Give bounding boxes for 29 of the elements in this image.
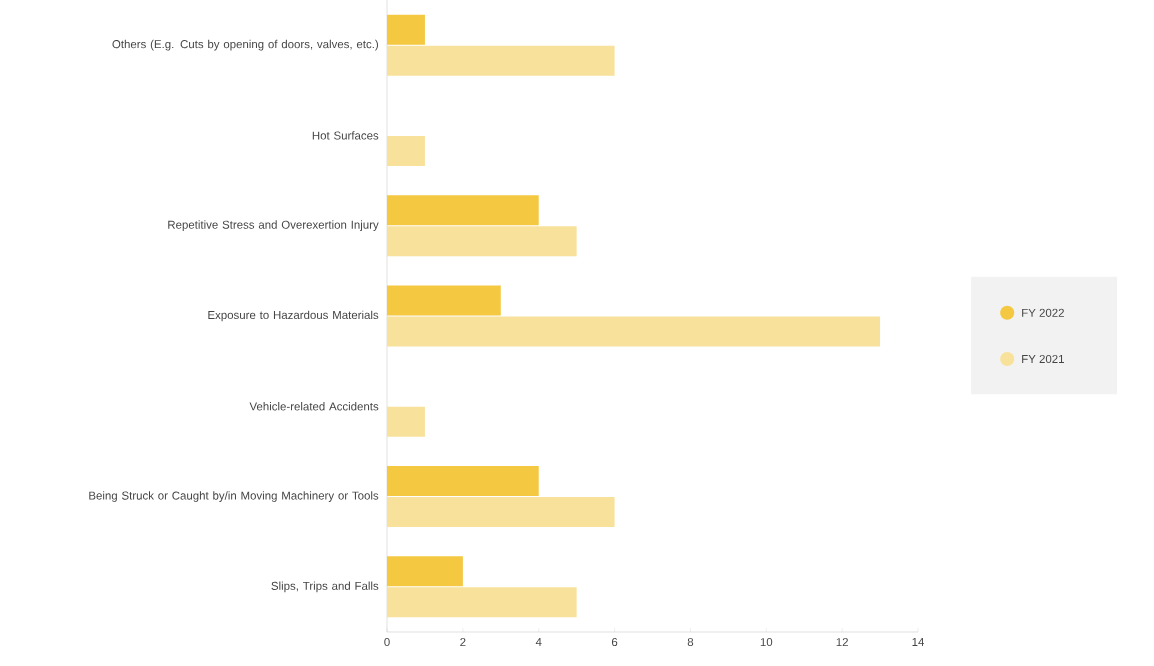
bar [387, 285, 501, 316]
bar [387, 497, 615, 528]
bar [387, 406, 425, 437]
x-tick-label: 2 [460, 638, 466, 647]
x-tick-label: 6 [611, 638, 618, 647]
bar [387, 135, 425, 166]
bar [387, 316, 881, 347]
y-tick-label: Exposure to Hazardous Materials [208, 310, 379, 322]
bar [387, 226, 577, 257]
x-tick-label: 4 [535, 638, 542, 646]
x-tick-label: 8 [687, 638, 694, 647]
bar [387, 466, 539, 497]
x-tick-label: 10 [760, 638, 773, 647]
x-tick-label: 0 [384, 638, 390, 647]
y-tick-label: Others (E.g. Cuts by opening of doors, valves, etc.) [112, 39, 379, 51]
bar [387, 587, 577, 618]
y-tick-label: Being Struck or Caught by/in Moving Machinery or Tools [89, 491, 379, 502]
bar [387, 14, 425, 45]
legend-label: FY 2022 [1022, 308, 1064, 317]
y-tick-label: Repetitive Stress and Overexertion Injury [168, 220, 379, 232]
y-tick-label: Hot Surfaces [312, 131, 379, 140]
y-tick-label: Slips, Trips and Falls [271, 581, 379, 593]
x-tick-label: 14 [912, 638, 925, 646]
bar [387, 195, 539, 226]
bar [387, 556, 463, 587]
x-tick-label: 12 [836, 638, 848, 647]
legend-label: FY 2021 [1022, 354, 1064, 364]
y-tick-label: Vehicle-related Accidents [249, 402, 379, 411]
bar [387, 45, 615, 76]
